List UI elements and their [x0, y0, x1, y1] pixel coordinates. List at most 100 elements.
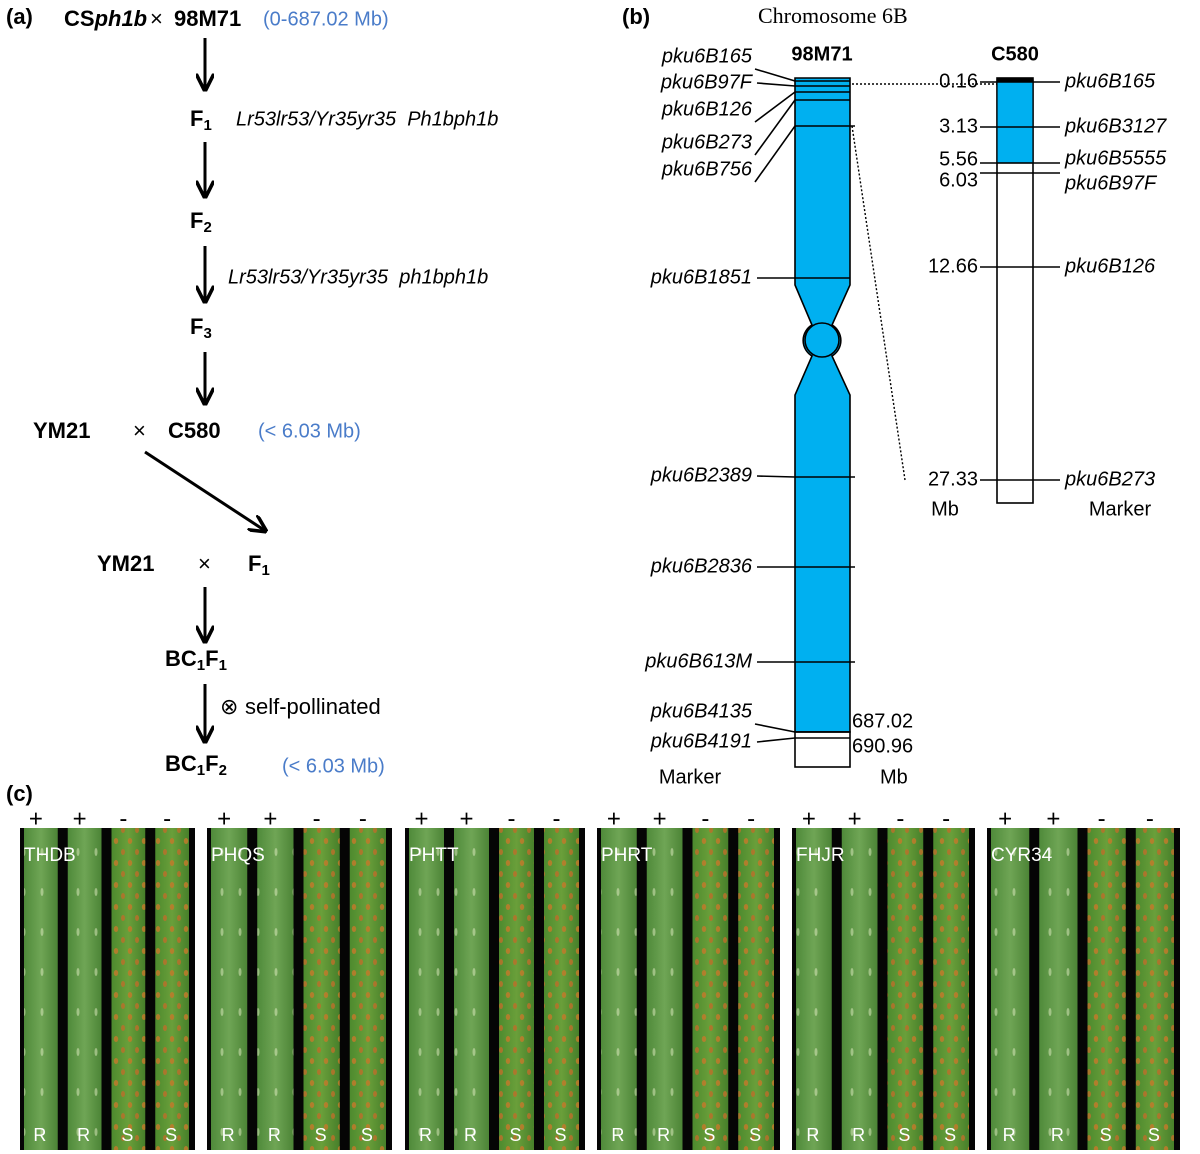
phenotype-label: R: [1003, 1125, 1016, 1145]
generation-bc1f2-part: 2: [219, 762, 227, 779]
phenotype-label: S: [361, 1125, 373, 1145]
generation-bc1f2-part: F: [205, 751, 218, 776]
figure-content: (a) CSph1b × 98M71 (0-687.02 Mb)F1 Lr53lr53/Y…: [6, 3, 1180, 1150]
generation-f3: F3: [190, 314, 212, 342]
leaf-texture: [454, 828, 489, 1150]
cross-symbol: ×: [133, 418, 146, 443]
race-name: CYR34: [991, 845, 1053, 866]
marker-label: pku6B165: [661, 45, 753, 67]
race-name: PHQS: [211, 845, 265, 866]
sign-label: -: [313, 805, 321, 832]
sign-label: +: [607, 805, 621, 832]
chromosome-98m71: [794, 77, 851, 733]
marker-leader: [756, 475, 796, 478]
sign-label: +: [459, 805, 473, 832]
parent-cs: CSph1b: [64, 6, 147, 31]
marker-label: pku6B97F: [1064, 172, 1158, 194]
panel-label: (b): [622, 4, 650, 29]
race-name: FHJR: [796, 845, 845, 866]
phenotype-label: R: [222, 1125, 235, 1145]
phenotype-label: S: [703, 1125, 715, 1145]
unit-label: Mb: [931, 498, 959, 520]
phenotype-label: R: [1051, 1125, 1064, 1145]
phenotype-label: S: [1100, 1125, 1112, 1145]
leaf-texture: [991, 828, 1030, 1150]
race-name: PHTT: [409, 845, 459, 866]
marker-label: pku6B165: [1064, 70, 1156, 92]
phenotype-label: S: [944, 1125, 956, 1145]
chromosome-name: C580: [991, 43, 1039, 65]
generation-bc1f2-part: BC: [165, 751, 197, 776]
leaf-texture: [841, 828, 878, 1150]
sign-label: -: [896, 805, 904, 832]
phenotype-label: R: [268, 1125, 281, 1145]
phenotype-label: R: [77, 1125, 90, 1145]
position-label: 3.13: [939, 115, 978, 137]
chromosome-name: 98M71: [791, 43, 852, 65]
marker-leader: [754, 99, 796, 156]
marker-label: pku6B4135: [650, 700, 753, 722]
sign-label: -: [553, 805, 561, 832]
generation-f1: F1: [190, 106, 212, 134]
leaf-texture: [349, 828, 386, 1150]
generation-bc1f2: BC1F2: [165, 751, 227, 779]
marker-label: pku6B4191: [650, 730, 752, 752]
leaf-texture: [155, 828, 189, 1150]
phenotype-label: S: [509, 1125, 521, 1145]
marker-leader: [754, 91, 796, 123]
marker-label: pku6B1851: [650, 266, 752, 288]
generation-bc1f1: BC1F1: [165, 646, 227, 674]
marker-label: pku6B273: [661, 131, 752, 153]
phenotype-label: R: [611, 1125, 624, 1145]
position-label: 690.96: [852, 735, 913, 757]
generation-bc1f1-part: 1: [219, 657, 227, 674]
sign-label: -: [508, 805, 516, 832]
position-label: 27.33: [928, 468, 978, 490]
cross-symbol: ×: [198, 551, 211, 576]
marker-label: pku6B126: [1064, 255, 1156, 277]
sign-label: -: [942, 805, 950, 832]
arrow: [144, 450, 264, 530]
phenotype-label: R: [657, 1125, 670, 1145]
marker-label: pku6B756: [661, 158, 753, 180]
position-label: 5.56: [939, 148, 978, 170]
sign-label: +: [73, 805, 87, 832]
sign-label: +: [414, 805, 428, 832]
leaf-texture: [738, 828, 774, 1150]
genotype: Lr53lr53/Yr35yr35 ph1bph1b: [228, 266, 488, 288]
leaf-texture: [303, 828, 340, 1150]
sign-label: +: [998, 805, 1012, 832]
parent-ym21: YM21: [97, 551, 154, 576]
sign-label: +: [653, 805, 667, 832]
marker-leader: [756, 737, 796, 743]
leaf-texture: [796, 828, 832, 1150]
range-note: (< 6.03 Mb): [258, 420, 361, 442]
selfing-text: self-pollinated: [245, 694, 381, 719]
axis-label: Marker: [1089, 498, 1152, 520]
race-name: THDB: [24, 845, 76, 866]
generation-f3-part: F: [190, 314, 203, 339]
parent-cs-part: CS: [64, 6, 95, 31]
generation-bc1f1-part: 1: [197, 657, 205, 674]
sign-label: +: [263, 805, 277, 832]
sign-label: -: [701, 805, 709, 832]
generation-f1-part: 1: [203, 117, 211, 134]
sign-label: -: [747, 805, 755, 832]
phenotype-label: S: [165, 1125, 177, 1145]
marker-leader: [754, 125, 796, 183]
leaf-texture: [544, 828, 579, 1150]
marker-label: pku6B273: [1064, 468, 1155, 490]
marker-leader: [756, 82, 796, 87]
leaf-texture: [646, 828, 683, 1150]
marker-leader: [754, 68, 796, 82]
zoom-line: [851, 125, 906, 481]
parent-c580: C580: [168, 418, 221, 443]
leaf-texture: [409, 828, 444, 1150]
generation-f1-part: F: [248, 551, 261, 576]
leaf-texture: [1135, 828, 1174, 1150]
generation-f1: F1: [248, 551, 270, 579]
chromosome-cap: [997, 78, 1033, 82]
cross-symbol: ×: [150, 6, 163, 31]
sign-label: +: [848, 805, 862, 832]
centromere: [804, 322, 840, 358]
